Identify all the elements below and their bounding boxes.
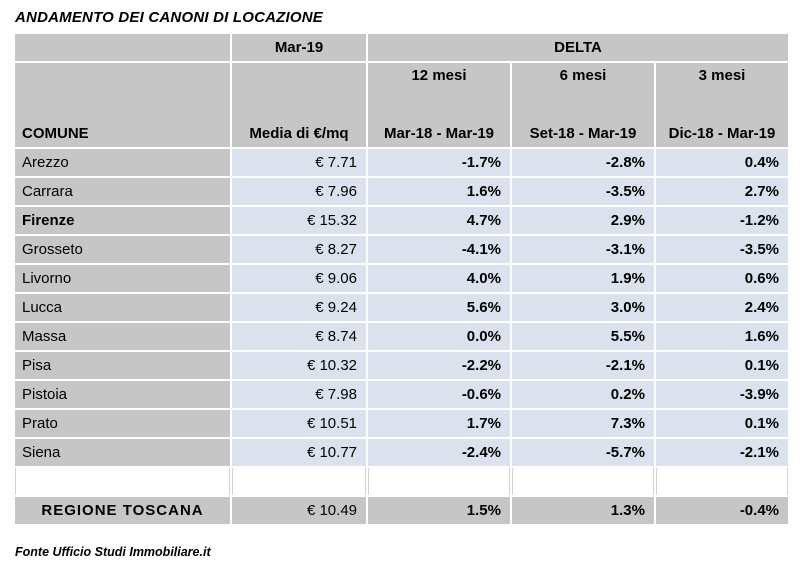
empty-cell <box>368 468 510 495</box>
page-title: ANDAMENTO DEI CANONI DI LOCAZIONE <box>15 9 323 26</box>
total-row-label: REGIONE TOSCANA <box>15 497 230 524</box>
total-delta-12m-cell: 1.5% <box>368 497 510 524</box>
delta-6m-cell: 3.0% <box>512 294 654 321</box>
col-header-comune: COMUNE <box>15 63 230 147</box>
delta-6m-cell: -3.5% <box>512 178 654 205</box>
comune-cell: Massa <box>15 323 230 350</box>
col-header-mar19: Mar-19 <box>232 34 366 61</box>
delta-6m-cell: 0.2% <box>512 381 654 408</box>
corner-cell <box>15 34 230 61</box>
empty-cell <box>656 468 788 495</box>
table-row: Firenze € 15.32 4.7% 2.9% -1.2% <box>15 207 788 234</box>
empty-cell <box>15 468 230 495</box>
table-row: Massa € 8.74 0.0% 5.5% 1.6% <box>15 323 788 350</box>
delta-6m-cell: 1.9% <box>512 265 654 292</box>
total-delta-6m-cell: 1.3% <box>512 497 654 524</box>
col-header-delta-3m: 3 mesi Dic-18 - Mar-19 <box>656 63 788 147</box>
delta-12m-cell: -4.1% <box>368 236 510 263</box>
delta-3m-cell: 0.4% <box>656 149 788 176</box>
delta-12m-cell: 1.7% <box>368 410 510 437</box>
delta-6m-cell: 5.5% <box>512 323 654 350</box>
delta-6m-range: Set-18 - Mar-19 <box>529 125 637 142</box>
delta-12m-cell: 1.6% <box>368 178 510 205</box>
rent-table: Mar-19 DELTA COMUNE Media di €/mq 12 mes… <box>15 34 788 524</box>
comune-cell: Livorno <box>15 265 230 292</box>
delta-12m-cell: -1.7% <box>368 149 510 176</box>
delta-3m-cell: -1.2% <box>656 207 788 234</box>
col-header-delta-12m: 12 mesi Mar-18 - Mar-19 <box>368 63 510 147</box>
media-cell: € 7.98 <box>232 381 366 408</box>
table-row: Pisa € 10.32 -2.2% -2.1% 0.1% <box>15 352 788 379</box>
delta-3m-cell: -2.1% <box>656 439 788 466</box>
media-cell: € 10.77 <box>232 439 366 466</box>
delta-12m-cell: 0.0% <box>368 323 510 350</box>
delta-6m-cell: -2.1% <box>512 352 654 379</box>
delta-6m-cell: -2.8% <box>512 149 654 176</box>
header-row-periods: Mar-19 DELTA <box>15 34 788 61</box>
media-cell: € 7.96 <box>232 178 366 205</box>
comune-cell: Carrara <box>15 178 230 205</box>
table-row: Livorno € 9.06 4.0% 1.9% 0.6% <box>15 265 788 292</box>
total-delta-3m-cell: -0.4% <box>656 497 788 524</box>
media-cell: € 10.51 <box>232 410 366 437</box>
comune-cell: Pisa <box>15 352 230 379</box>
table-row: Carrara € 7.96 1.6% -3.5% 2.7% <box>15 178 788 205</box>
delta-3m-range: Dic-18 - Mar-19 <box>668 125 776 142</box>
delta-6m-cell: -5.7% <box>512 439 654 466</box>
table-body: Arezzo € 7.71 -1.7% -2.8% 0.4% Carrara € 7.96 1… <box>15 149 788 466</box>
delta-3m-label: 3 mesi <box>698 67 746 84</box>
col-header-media: Media di €/mq <box>232 63 366 147</box>
delta-3m-cell: 2.7% <box>656 178 788 205</box>
media-cell: € 8.27 <box>232 236 366 263</box>
col-header-delta-6m: 6 mesi Set-18 - Mar-19 <box>512 63 654 147</box>
col-header-delta: DELTA <box>368 34 788 61</box>
total-media-cell: € 10.49 <box>232 497 366 524</box>
comune-cell: Siena <box>15 439 230 466</box>
comune-cell: Prato <box>15 410 230 437</box>
empty-cell <box>232 468 366 495</box>
media-cell: € 10.32 <box>232 352 366 379</box>
delta-3m-cell: -3.5% <box>656 236 788 263</box>
table-row: Arezzo € 7.71 -1.7% -2.8% 0.4% <box>15 149 788 176</box>
delta-6m-cell: 2.9% <box>512 207 654 234</box>
delta-3m-cell: 2.4% <box>656 294 788 321</box>
comune-cell: Lucca <box>15 294 230 321</box>
table-row: Lucca € 9.24 5.6% 3.0% 2.4% <box>15 294 788 321</box>
delta-6m-cell: 7.3% <box>512 410 654 437</box>
comune-cell: Arezzo <box>15 149 230 176</box>
delta-3m-cell: 1.6% <box>656 323 788 350</box>
delta-3m-cell: 0.6% <box>656 265 788 292</box>
comune-cell: Firenze <box>15 207 230 234</box>
media-cell: € 8.74 <box>232 323 366 350</box>
delta-12m-range: Mar-18 - Mar-19 <box>383 125 495 142</box>
table-row: Pistoia € 7.98 -0.6% 0.2% -3.9% <box>15 381 788 408</box>
comune-cell: Grosseto <box>15 236 230 263</box>
comune-cell: Pistoia <box>15 381 230 408</box>
delta-6m-label: 6 mesi <box>559 67 607 84</box>
header-row-columns: COMUNE Media di €/mq 12 mesi Mar-18 - Ma… <box>15 63 788 147</box>
media-cell: € 7.71 <box>232 149 366 176</box>
delta-12m-cell: 5.6% <box>368 294 510 321</box>
delta-3m-cell: -3.9% <box>656 381 788 408</box>
empty-row <box>15 468 788 495</box>
table-row: Prato € 10.51 1.7% 7.3% 0.1% <box>15 410 788 437</box>
media-cell: € 9.06 <box>232 265 366 292</box>
delta-12m-cell: 4.7% <box>368 207 510 234</box>
delta-12m-cell: -2.2% <box>368 352 510 379</box>
media-cell: € 15.32 <box>232 207 366 234</box>
media-cell: € 9.24 <box>232 294 366 321</box>
table-row: Grosseto € 8.27 -4.1% -3.1% -3.5% <box>15 236 788 263</box>
delta-3m-cell: 0.1% <box>656 352 788 379</box>
delta-12m-label: 12 mesi <box>411 67 467 84</box>
empty-cell <box>512 468 654 495</box>
delta-3m-cell: 0.1% <box>656 410 788 437</box>
source-note: Fonte Ufficio Studi Immobiliare.it <box>15 545 211 559</box>
delta-12m-cell: 4.0% <box>368 265 510 292</box>
delta-12m-cell: -2.4% <box>368 439 510 466</box>
table-row: Siena € 10.77 -2.4% -5.7% -2.1% <box>15 439 788 466</box>
delta-6m-cell: -3.1% <box>512 236 654 263</box>
total-row: REGIONE TOSCANA € 10.49 1.5% 1.3% -0.4% <box>15 497 788 524</box>
delta-12m-cell: -0.6% <box>368 381 510 408</box>
